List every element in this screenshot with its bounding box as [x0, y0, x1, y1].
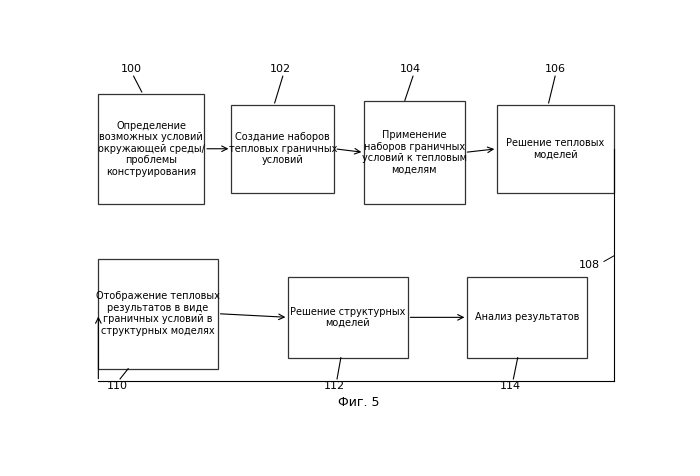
Bar: [364, 101, 465, 204]
Text: 102: 102: [270, 64, 290, 74]
Text: Определение
возможных условий
окружающей среды/
проблемы
конструирования: Определение возможных условий окружающей…: [98, 120, 204, 177]
Bar: [231, 105, 335, 193]
Text: 114: 114: [500, 381, 522, 391]
Text: Фиг. 5: Фиг. 5: [338, 396, 379, 409]
Text: Отображение тепловых
результатов в виде
граничных условий в
структурных моделях: Отображение тепловых результатов в виде …: [96, 291, 220, 336]
Bar: [98, 259, 218, 368]
Bar: [288, 277, 407, 357]
Text: 100: 100: [120, 64, 141, 74]
Text: 104: 104: [400, 64, 421, 74]
Text: 106: 106: [545, 64, 566, 74]
Bar: [98, 94, 204, 204]
Text: Применение
наборов граничных
условий к тепловым
моделям: Применение наборов граничных условий к т…: [362, 130, 467, 175]
Bar: [497, 105, 614, 193]
Text: 112: 112: [324, 381, 345, 391]
Text: Создание наборов
тепловых граничных
условий: Создание наборов тепловых граничных усло…: [229, 132, 337, 165]
Text: Решение структурных
моделей: Решение структурных моделей: [290, 307, 405, 328]
Text: 110: 110: [107, 381, 128, 391]
Text: Решение тепловых
моделей: Решение тепловых моделей: [506, 138, 605, 159]
Text: Анализ результатов: Анализ результатов: [475, 312, 579, 322]
Bar: [468, 277, 587, 357]
Text: 108: 108: [579, 260, 600, 270]
